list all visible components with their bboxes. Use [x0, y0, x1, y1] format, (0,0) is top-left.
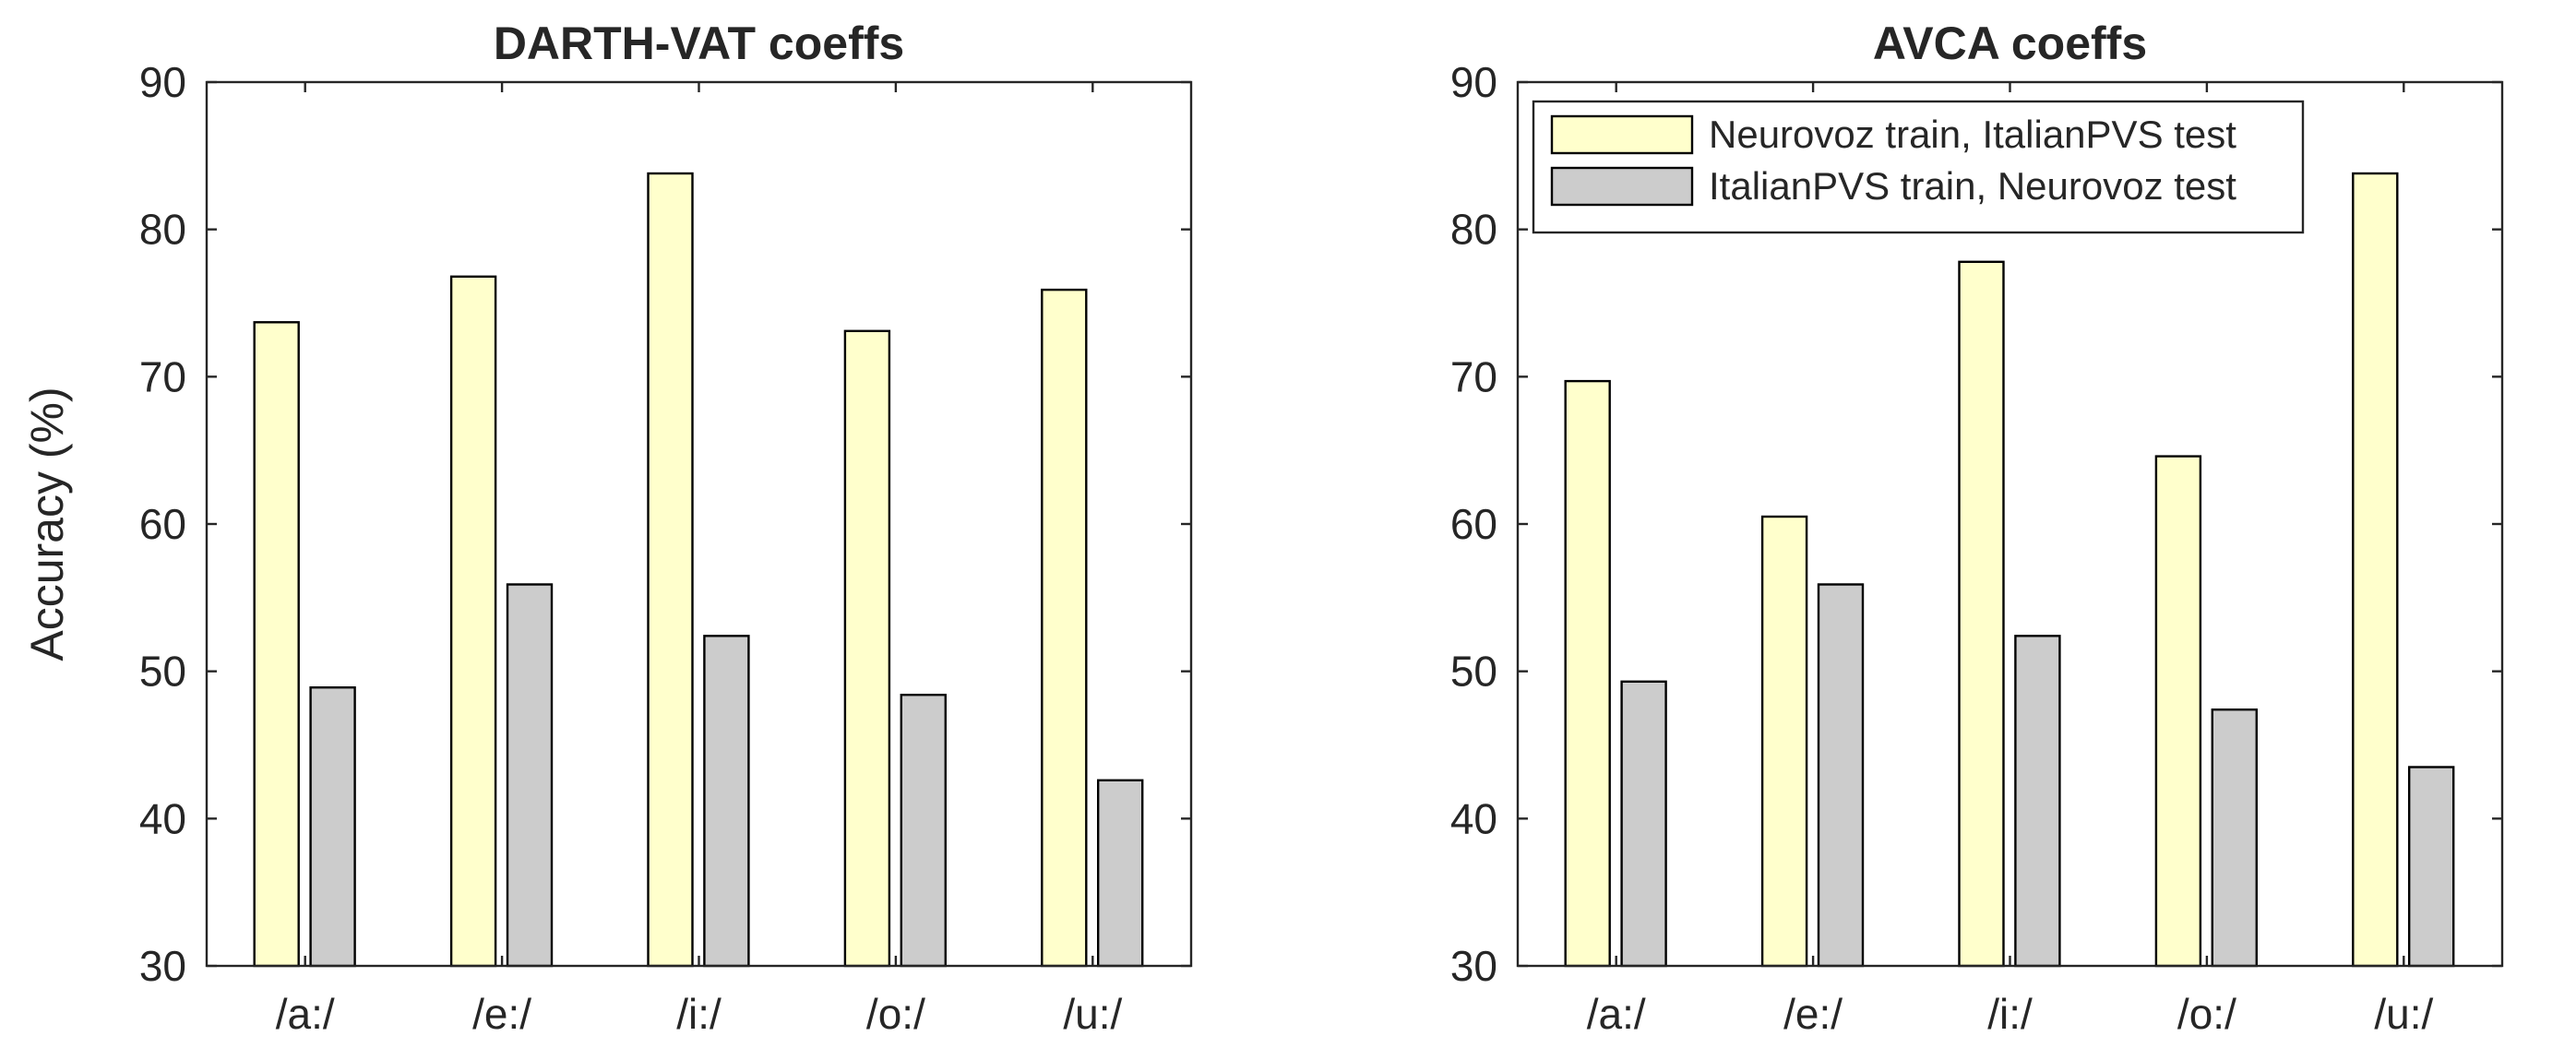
x-tick-label: /i:/: [676, 990, 722, 1038]
x-tick-label: /a:/: [276, 990, 335, 1038]
bar-series-2-5: [1096, 779, 1144, 968]
y-tick-label: 80: [139, 206, 186, 254]
x-tick-label: /u:/: [1063, 990, 1122, 1038]
y-tick-label: 50: [139, 648, 186, 696]
y-tick-label: 60: [139, 500, 186, 548]
y-tick-label: 40: [1450, 794, 1497, 842]
bar-series-1-5: [2352, 172, 2399, 968]
bar-series-2-4: [2211, 709, 2259, 968]
bar-series-1-1: [253, 321, 300, 968]
x-tick-label: /i:/: [1987, 990, 2033, 1038]
y-tick-label: 30: [139, 942, 186, 990]
x-tick-label: /e:/: [1783, 990, 1843, 1038]
legend-entry-2: ItalianPVS train, Neurovoz test: [1709, 164, 2236, 208]
bar-series-1-3: [647, 172, 694, 968]
bar-series-2-3: [2014, 635, 2061, 968]
y-tick-label: 90: [139, 58, 186, 106]
bar-series-1-2: [449, 275, 497, 968]
bar-series-2-2: [1817, 583, 1865, 968]
x-tick-label: /u:/: [2374, 990, 2433, 1038]
bar-series-2-4: [900, 694, 947, 968]
bar-series-2-5: [2407, 766, 2455, 968]
x-tick-label: /a:/: [1587, 990, 1646, 1038]
chart-title: AVCA coeffs: [1873, 18, 2147, 69]
chart-darth-vat: 30 40 50 60 70 80 90/a:/ /e:/ /i:/ /o:/ /u:/ DARTH-…: [21, 18, 1193, 1038]
y-tick-label: 30: [1450, 942, 1497, 990]
y-tick-label: 80: [1450, 206, 1497, 254]
bar-series-1-2: [1760, 515, 1808, 968]
bar-series-1-4: [2154, 455, 2202, 968]
y-tick-label: 70: [139, 352, 186, 400]
chart-avca: 30 40 50 60 70 80 90/a:/ /e:/ /i:/ /o:/ /u:/ AVCA c…: [1450, 18, 2504, 1038]
bar-series-1-1: [1564, 379, 1611, 968]
bar-series-1-4: [843, 329, 891, 968]
bar-series-1-5: [1041, 288, 1088, 968]
y-tick-label: 60: [1450, 500, 1497, 548]
x-tick-label: /e:/: [472, 990, 531, 1038]
bar-series-2-3: [703, 635, 750, 968]
y-tick-label: 90: [1450, 58, 1497, 106]
chart-title: DARTH-VAT coeffs: [494, 18, 904, 69]
legend-entry-1: Neurovoz train, ItalianPVS test: [1709, 113, 2236, 156]
bar-series-2-1: [1620, 680, 1667, 968]
y-tick-label: 70: [1450, 352, 1497, 400]
y-tick-label: 50: [1450, 648, 1497, 696]
legend-swatch-1: [1550, 114, 1694, 155]
legend-swatch-2: [1550, 166, 1694, 207]
x-tick-label: /o:/: [2177, 990, 2236, 1038]
y-tick-label: 40: [139, 794, 186, 842]
bar-series-1-3: [1958, 260, 2005, 968]
bar-series-2-2: [506, 583, 554, 968]
y-axis-label: Accuracy (%): [21, 387, 73, 661]
x-tick-label: /o:/: [866, 990, 925, 1038]
bar-series-2-1: [309, 686, 356, 968]
